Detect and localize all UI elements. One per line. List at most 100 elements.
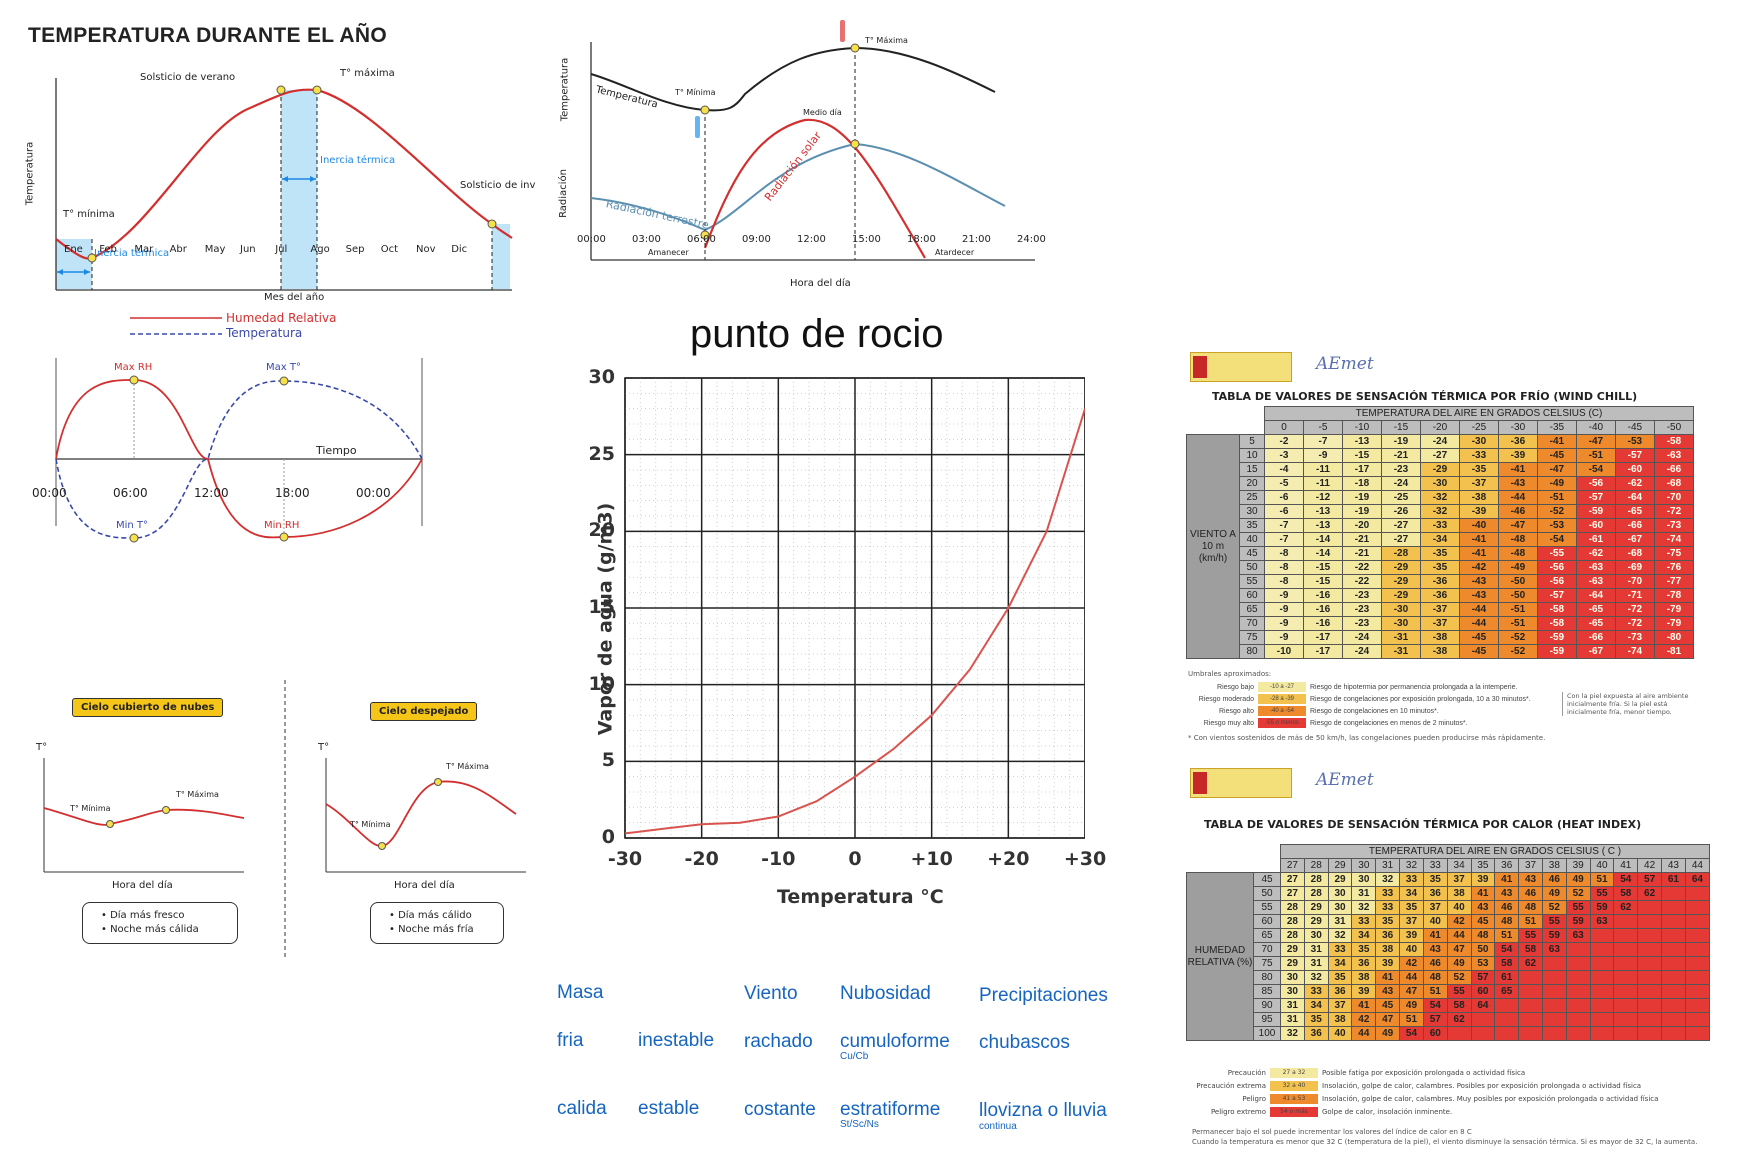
legend-swatch: 32 a 40 xyxy=(1270,1081,1318,1091)
windchill-cell: -74 xyxy=(1653,532,1695,547)
heatindex-cell: 50 xyxy=(1470,942,1496,957)
temp-header: 32 xyxy=(1399,858,1424,873)
windchill-cell: -13 xyxy=(1302,504,1343,519)
heatindex-cell: 33 xyxy=(1375,886,1401,901)
heatindex-cell: 35 xyxy=(1399,900,1424,915)
heatindex-cell xyxy=(1613,1012,1639,1027)
heatindex-cell: 31 xyxy=(1303,956,1329,971)
windchill-cell: -14 xyxy=(1302,546,1343,561)
hour-tick: 00:00 xyxy=(32,486,67,500)
humidity-chart xyxy=(55,317,423,543)
heatindex-cell: 41 xyxy=(1351,998,1377,1013)
wind-header: 65 xyxy=(1239,602,1265,617)
cloudy-axis-t: T° xyxy=(36,742,48,753)
windchill-cell: -67 xyxy=(1575,644,1616,659)
windchill-cell: -64 xyxy=(1575,588,1616,603)
legend-swatch: -10 a -27 xyxy=(1258,682,1306,692)
heatindex-cell xyxy=(1589,942,1615,957)
legend-label: Precaución extrema xyxy=(1196,1082,1266,1090)
windchill-cell: -59 xyxy=(1575,504,1616,519)
legend-desc: Riesgo de congelaciones en menos de 2 mi… xyxy=(1310,719,1468,727)
heatindex-cell: 34 xyxy=(1399,886,1424,901)
windchill-cell: -44 xyxy=(1458,602,1499,617)
windchill-cell: -20 xyxy=(1341,518,1382,533)
windchill-cell: -23 xyxy=(1380,462,1421,477)
dewpoint-panel: 0 5 10 15 20 25 30 -30 -20 -10 0 +10 +20 +30 Vapor d… xyxy=(545,366,1107,928)
windchill-cell: -51 xyxy=(1536,490,1577,505)
annual-title: TEMPERATURA DURANTE EL AÑO xyxy=(28,24,387,47)
windchill-cell: -15 xyxy=(1302,574,1343,589)
legend-desc: Riesgo de congelaciones en 10 minutos*. xyxy=(1310,707,1439,715)
windchill-cell: -46 xyxy=(1497,504,1538,519)
windchill-cell: -49 xyxy=(1536,476,1577,491)
heatindex-cell xyxy=(1541,984,1567,999)
heatindex-cell: 55 xyxy=(1541,914,1567,929)
wind-header: 75 xyxy=(1239,630,1265,645)
windchill-cell: -9 xyxy=(1302,448,1343,463)
windchill-cell: -43 xyxy=(1458,574,1499,589)
legend-label: Riesgo bajo xyxy=(1217,683,1254,691)
heatindex-title: TABLA DE VALORES DE SENSACIÓN TÉRMICA PO… xyxy=(1204,818,1642,831)
row2-viento: costante xyxy=(744,1099,816,1120)
windchill-cell: -47 xyxy=(1575,434,1616,449)
month-tick: Feb xyxy=(99,244,117,255)
heatindex-cell: 46 xyxy=(1494,900,1520,915)
heatindex-cell xyxy=(1565,956,1591,971)
legend-temp: Temperatura xyxy=(226,326,303,340)
windchill-cell: -66 xyxy=(1653,462,1695,477)
legend-row: Riesgo moderado -28 a -39 Riesgo de congel… xyxy=(1188,694,1531,704)
heatindex-cell xyxy=(1541,1026,1567,1041)
heatindex-cell: 63 xyxy=(1589,914,1615,929)
temp-header: 34 xyxy=(1446,858,1472,873)
windchill-cell: -22 xyxy=(1341,560,1382,575)
header-nubosidad: Nubosidad xyxy=(840,983,931,1004)
heatindex-cell: 41 xyxy=(1422,928,1448,943)
heatindex-cell xyxy=(1637,942,1662,957)
windchill-cell: -28 xyxy=(1380,546,1421,561)
heatindex-cell: 39 xyxy=(1351,984,1377,999)
windchill-cell: -54 xyxy=(1575,462,1616,477)
row2-masa: calida xyxy=(557,1098,607,1119)
heatindex-cell: 28 xyxy=(1280,928,1305,943)
windchill-cell: -52 xyxy=(1497,630,1538,645)
windchill-cell: -3 xyxy=(1264,448,1304,463)
windchill-cell: -21 xyxy=(1341,532,1382,547)
annual-xlabel: Mes del año xyxy=(264,292,325,303)
heatindex-cell: 48 xyxy=(1518,900,1543,915)
heatindex-cell xyxy=(1541,956,1567,971)
windchill-cell: -24 xyxy=(1419,434,1460,449)
legend-row: Peligro extremo 54 o más Golpe de calor, i… xyxy=(1188,1107,1452,1117)
heatindex-cell: 46 xyxy=(1541,872,1567,887)
label-medio-dia: Medio día xyxy=(803,108,842,117)
wind-header: 70 xyxy=(1239,616,1265,631)
hour-tick: 09:00 xyxy=(742,234,771,245)
temp-header: 42 xyxy=(1637,858,1662,873)
terrestrial-radiation-curve xyxy=(590,142,1006,232)
wind-header: 55 xyxy=(1239,574,1265,589)
heatindex-cell: 36 xyxy=(1327,984,1353,999)
temp-header: 31 xyxy=(1375,858,1401,873)
windchill-cell: -67 xyxy=(1614,532,1655,547)
temp-header: 44 xyxy=(1684,858,1711,873)
temp-header: -20 xyxy=(1419,420,1460,435)
windchill-aemet-logo: AEmet xyxy=(1316,354,1374,374)
windchill-cell: -65 xyxy=(1575,616,1616,631)
windchill-cell: -55 xyxy=(1536,546,1577,561)
heatindex-cell xyxy=(1494,1026,1520,1041)
month-tick: Sep xyxy=(345,244,365,255)
windchill-legend-title: Umbrales aproximados: xyxy=(1188,670,1272,678)
label-max-t: Max T° xyxy=(266,362,301,373)
windchill-cell: -19 xyxy=(1380,434,1421,449)
temp-header: -45 xyxy=(1614,420,1655,435)
heatindex-cell xyxy=(1565,984,1591,999)
annual-chart xyxy=(55,78,513,291)
temp-header: -10 xyxy=(1341,420,1382,435)
temp-header: 35 xyxy=(1470,858,1496,873)
month-tick: Abr xyxy=(169,244,187,255)
windchill-cell: -64 xyxy=(1614,490,1655,505)
heatindex-cell xyxy=(1613,942,1639,957)
heatindex-cell: 36 xyxy=(1303,1026,1329,1041)
windchill-cell: -10 xyxy=(1264,644,1304,659)
temperature-daily-curve xyxy=(590,46,996,112)
windchill-cell: -27 xyxy=(1419,448,1460,463)
